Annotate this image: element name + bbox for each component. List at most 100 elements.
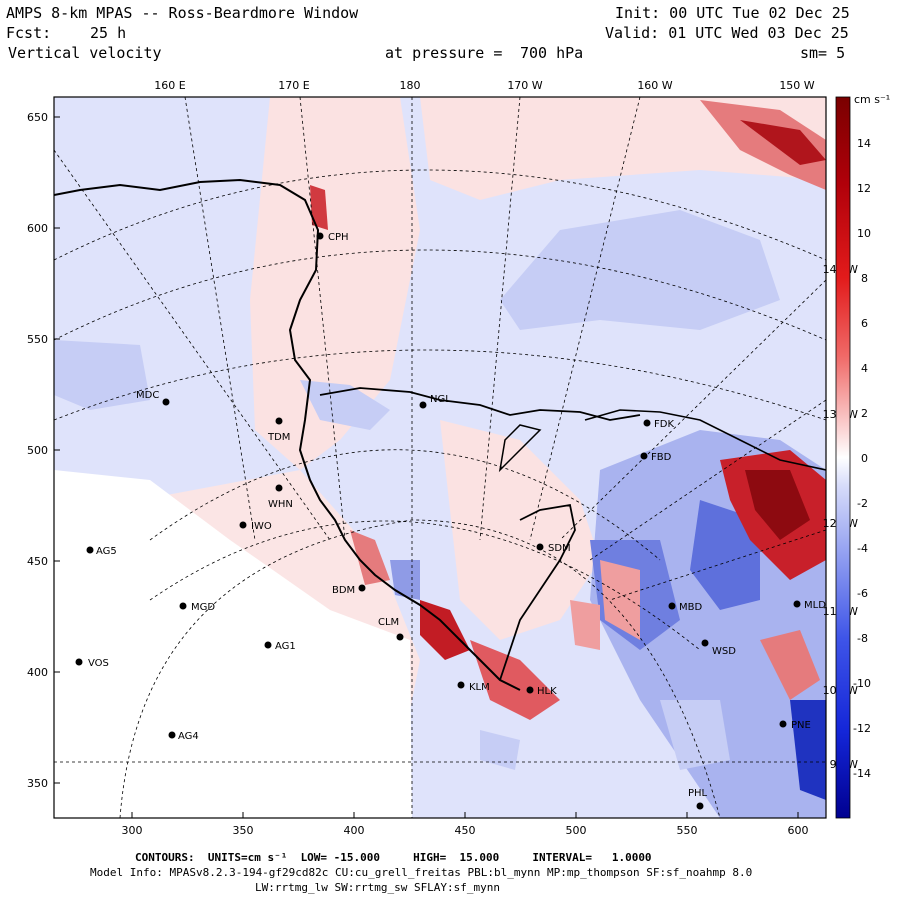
colorbar-label: 6 — [861, 317, 868, 330]
station-label: VOS — [88, 658, 109, 669]
y-tick: 450 — [27, 555, 48, 568]
station-label: NGL — [430, 394, 451, 405]
station-marker[interactable] — [643, 419, 651, 427]
station-label: BDM — [332, 585, 355, 596]
station-label: FDK — [654, 419, 674, 430]
forecast-hour: 25 h — [90, 24, 127, 42]
station-marker[interactable] — [701, 639, 709, 647]
station-marker[interactable] — [75, 658, 83, 666]
colorbar-labels: 14 12 10 8 6 4 2 0 -2 -4 -6 -8 -10 -12 -… — [853, 137, 871, 780]
station-marker[interactable] — [275, 484, 283, 492]
colorbar-label: -6 — [857, 587, 868, 600]
station-label: IWO — [251, 521, 272, 532]
colorbar-label: -10 — [853, 677, 871, 690]
station-marker[interactable] — [779, 720, 787, 728]
colorbar-label: 12 — [857, 182, 871, 195]
lon-label: 170 W — [507, 79, 542, 92]
x-tick: 450 — [455, 824, 476, 837]
x-axis: 300 350 400 450 500 550 600 — [122, 812, 809, 837]
x-tick: 350 — [233, 824, 254, 837]
colorbar-label: -8 — [857, 632, 868, 645]
station-label: WHN — [268, 499, 293, 510]
y-tick: 500 — [27, 444, 48, 457]
station-marker[interactable] — [168, 731, 176, 739]
colorbar-label: -2 — [857, 497, 868, 510]
model-info: Model Info: MPASv8.2.3-194-gf29cd82c CU:… — [90, 866, 753, 879]
lon-label: 170 E — [278, 79, 309, 92]
station-marker[interactable] — [696, 802, 704, 810]
station-label: PNE — [791, 720, 811, 731]
station-label: WSD — [712, 646, 736, 657]
station-marker[interactable] — [668, 602, 676, 610]
station-marker[interactable] — [640, 452, 648, 460]
plot-frame — [53, 96, 827, 819]
station-label: PHL — [688, 788, 708, 799]
graticule — [54, 97, 826, 818]
station-marker[interactable] — [419, 401, 427, 409]
colorbar-gradient — [835, 96, 851, 819]
y-tick: 350 — [27, 777, 48, 790]
x-tick: 600 — [788, 824, 809, 837]
x-tick: 300 — [122, 824, 143, 837]
station-label: AG5 — [96, 546, 117, 557]
lon-label: 150 W — [779, 79, 814, 92]
station-marker[interactable] — [358, 584, 366, 592]
colorbar-label: -4 — [857, 542, 868, 555]
colorbar-label: 8 — [861, 272, 868, 285]
colorbar-label: 2 — [861, 407, 868, 420]
station-marker[interactable] — [86, 546, 94, 554]
init-time: Init: 00 UTC Tue 02 Dec 25 — [615, 4, 850, 22]
station-label: MDC — [136, 390, 159, 401]
contours-info: CONTOURS: UNITS=cm s⁻¹ LOW= -15.000 HIGH… — [135, 851, 652, 864]
y-tick: 400 — [27, 666, 48, 679]
station-label: CLM — [378, 617, 399, 628]
station-marker[interactable] — [457, 681, 465, 689]
station-label: TDM — [267, 432, 290, 443]
colorbar-label: 10 — [857, 227, 871, 240]
station-marker[interactable] — [179, 602, 187, 610]
station-label: CPH — [328, 232, 349, 243]
y-tick: 650 — [27, 111, 48, 124]
colorbar: cm s⁻¹ 14 12 10 8 6 4 2 0 -2 -4 -6 -8 -1… — [835, 93, 890, 819]
colorbar-units: cm s⁻¹ — [854, 93, 890, 106]
station-marker[interactable] — [316, 232, 324, 240]
colorbar-label: 4 — [861, 362, 868, 375]
x-tick: 550 — [677, 824, 698, 837]
colorbar-label: 0 — [861, 452, 868, 465]
station-marker[interactable] — [793, 600, 801, 608]
station-marker[interactable] — [526, 686, 534, 694]
station-label: MGD — [191, 602, 215, 613]
station-marker[interactable] — [264, 641, 272, 649]
lon-label: 160 E — [154, 79, 185, 92]
smoothing: sm= 5 — [800, 44, 846, 62]
y-tick: 600 — [27, 222, 48, 235]
station-label: AG1 — [275, 641, 296, 652]
lon-label: 160 W — [637, 79, 672, 92]
station-label: FBD — [651, 452, 672, 463]
physics-info: LW:rrtmg_lw SW:rrtmg_sw SFLAY:sf_mynn — [255, 881, 501, 894]
station-marker[interactable] — [275, 417, 283, 425]
station-label: SDM — [548, 543, 571, 554]
lon-label: 180 — [400, 79, 421, 92]
forecast-label: Fcst: — [6, 24, 52, 42]
x-tick: 500 — [566, 824, 587, 837]
station-marker[interactable] — [396, 633, 404, 641]
x-tick: 400 — [344, 824, 365, 837]
station-marker[interactable] — [536, 543, 544, 551]
y-tick: 550 — [27, 333, 48, 346]
station-marker[interactable] — [239, 521, 247, 529]
stations: CPH NGL MDC TDM WHN IWO AG5 MGD AG1 VOS … — [75, 232, 826, 810]
vertical-velocity-field — [54, 97, 826, 818]
colorbar-label: 14 — [857, 137, 871, 150]
station-label: KLM — [469, 682, 490, 693]
colorbar-label: -12 — [853, 722, 871, 735]
longitude-labels-top: 160 E 170 E 180 170 W 160 W 150 W — [154, 79, 815, 92]
coastline — [54, 178, 826, 691]
map-title: AMPS 8-km MPAS -- Ross-Beardmore Window — [6, 4, 359, 22]
level-value: 700 hPa — [520, 44, 584, 62]
field-name: Vertical velocity — [8, 44, 162, 62]
station-label: AG4 — [178, 731, 199, 742]
y-axis: 650 600 550 500 450 400 350 — [27, 111, 60, 790]
station-marker[interactable] — [162, 398, 170, 406]
